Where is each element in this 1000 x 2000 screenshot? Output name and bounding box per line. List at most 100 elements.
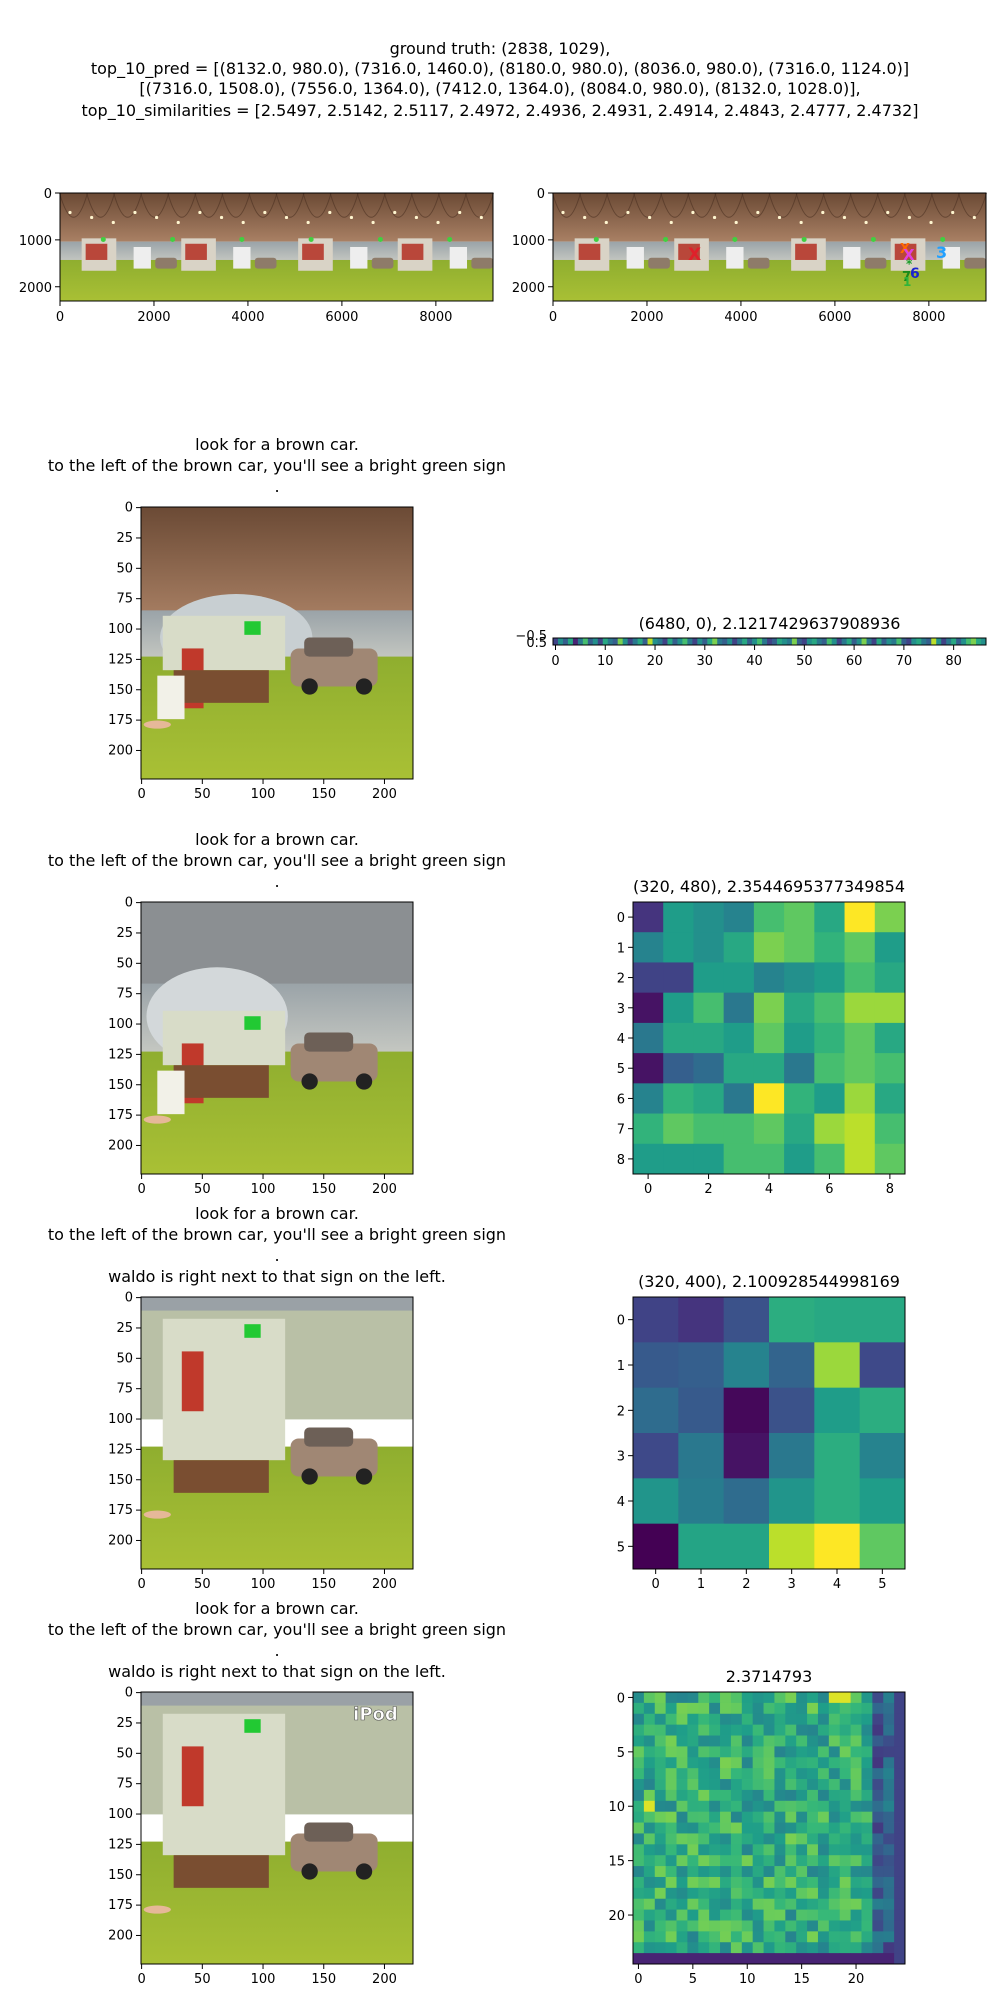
view-title-line: . (274, 1246, 279, 1265)
heatmap-cell (762, 638, 768, 645)
x-tick-label: 1 (697, 1577, 705, 1592)
heatmap-cell (677, 638, 683, 645)
ceiling-arc (383, 192, 413, 218)
heatmap-cell (774, 1931, 786, 1943)
x-tick-label: 70 (896, 654, 913, 669)
y-tick-label: 100 (108, 1017, 133, 1032)
y-tick-label: 0.5 (526, 636, 547, 651)
x-tick-label: 200 (372, 787, 397, 802)
heatmap-cell (861, 638, 867, 645)
heatmap-cell (723, 1113, 755, 1145)
heatmap-cell (817, 1768, 830, 1780)
heatmap-cell (850, 1866, 862, 1878)
heatmap-cell (663, 1053, 694, 1084)
car-wheel (301, 678, 318, 695)
heatmap-cell (654, 1692, 667, 1704)
heatmap-cell (796, 638, 803, 645)
heatmap-cell (730, 1866, 743, 1878)
heatmap-cell (727, 638, 733, 645)
heatmap-cell (752, 1811, 764, 1823)
heatmap-cell (676, 1789, 688, 1802)
heatmap-cell (676, 1953, 688, 1965)
ceiling-arc (741, 192, 771, 218)
y-tick-label: 25 (116, 1321, 133, 1336)
heatmap-cell (662, 638, 668, 645)
heatmap-cell (817, 1953, 830, 1965)
heatmap-cell (828, 1887, 841, 1900)
heatmap-cell (814, 1053, 845, 1084)
view-title-line: waldo is right next to that sign on the … (108, 1267, 446, 1286)
heatmap-cell (785, 1855, 797, 1867)
ceiling-light (929, 220, 933, 225)
heatmap-cell (687, 1713, 699, 1726)
heatmap-cell (894, 1953, 906, 1965)
heatmap-cell (828, 1822, 841, 1834)
y-tick-label: 7 (617, 1123, 625, 1138)
heatmap-cell (872, 1887, 884, 1900)
heatmap-cell (709, 1757, 721, 1769)
heatmap-cell (850, 1713, 862, 1726)
heatmap-cell (817, 1866, 830, 1878)
ceiling-light (756, 210, 760, 215)
heatmap-cell (723, 1297, 770, 1343)
booth-wall (162, 1318, 286, 1461)
heatmap-cell (781, 638, 788, 645)
heatmap-cell (687, 1735, 699, 1747)
heatmap-cell (720, 1931, 732, 1943)
heatmap-cell (676, 1855, 688, 1867)
heatmap-cell (872, 1692, 884, 1704)
y-tick-label: 3 (617, 1450, 625, 1465)
y-tick-label: 150 (108, 1868, 133, 1883)
heatmap-cell (883, 1822, 895, 1834)
pred-label: 6 (910, 266, 920, 282)
heatmap-cell (850, 1942, 862, 1954)
y-tick-label: 0 (125, 896, 133, 911)
heatmap-cell (774, 1713, 786, 1726)
heatmap-cell (894, 1887, 906, 1900)
heatmap-cell (839, 1942, 851, 1954)
heatmap-cell (839, 1702, 851, 1715)
ceiling-arc (606, 192, 636, 218)
y-tick-label: 1 (617, 941, 625, 956)
heatmap-cell (844, 902, 876, 933)
view-title-line: to the left of the brown car, you'll see… (48, 456, 506, 475)
view-title-line: to the left of the brown car, you'll see… (48, 851, 506, 870)
heatmap-cell (752, 1713, 764, 1726)
heatmap-cell (817, 1876, 830, 1889)
heatmap-cell (720, 1724, 732, 1736)
heatmap-cell (807, 1942, 819, 1954)
heatmap-cell (693, 962, 725, 994)
heatmap-cell (784, 1022, 815, 1054)
heatmap-title: (6480, 0), 2.1217429637908936 (639, 614, 901, 633)
heatmap-cell (752, 1909, 764, 1921)
heatmap-cell (861, 1953, 873, 1965)
heatmap-cell (817, 1779, 830, 1791)
heatmap-cell (687, 1931, 699, 1943)
heatmap-cell (633, 1844, 645, 1856)
heatmap-cell (883, 1909, 895, 1921)
heatmap-cell (753, 1083, 785, 1114)
ceiling-light (626, 210, 630, 215)
heatmap-cell (737, 638, 743, 645)
heatmap-cell (633, 1800, 645, 1813)
heatmap-cell (741, 1702, 754, 1715)
heatmap-cell (844, 1022, 876, 1054)
heatmap-cell (665, 1789, 677, 1802)
heatmap-cell (883, 1779, 895, 1791)
heatmap-cell (796, 1876, 808, 1889)
heatmap-cell (814, 992, 845, 1024)
heatmap-cell (663, 1143, 694, 1175)
x-tick-label: 60 (846, 654, 863, 669)
heatmap-cell (872, 1920, 884, 1932)
heatmap-cell (752, 1898, 764, 1910)
heatmap-cell (753, 932, 785, 963)
green-sign (447, 236, 453, 242)
heatmap-cell (821, 638, 828, 645)
y-tick-label: 75 (116, 1382, 133, 1397)
heatmap-cell (774, 1702, 786, 1715)
heatmap-cell (709, 1789, 721, 1802)
heatmap-cell (676, 1920, 688, 1932)
heatmap-cell (839, 1866, 851, 1878)
heatmap-cell (709, 1822, 721, 1834)
green-sign (870, 236, 876, 242)
